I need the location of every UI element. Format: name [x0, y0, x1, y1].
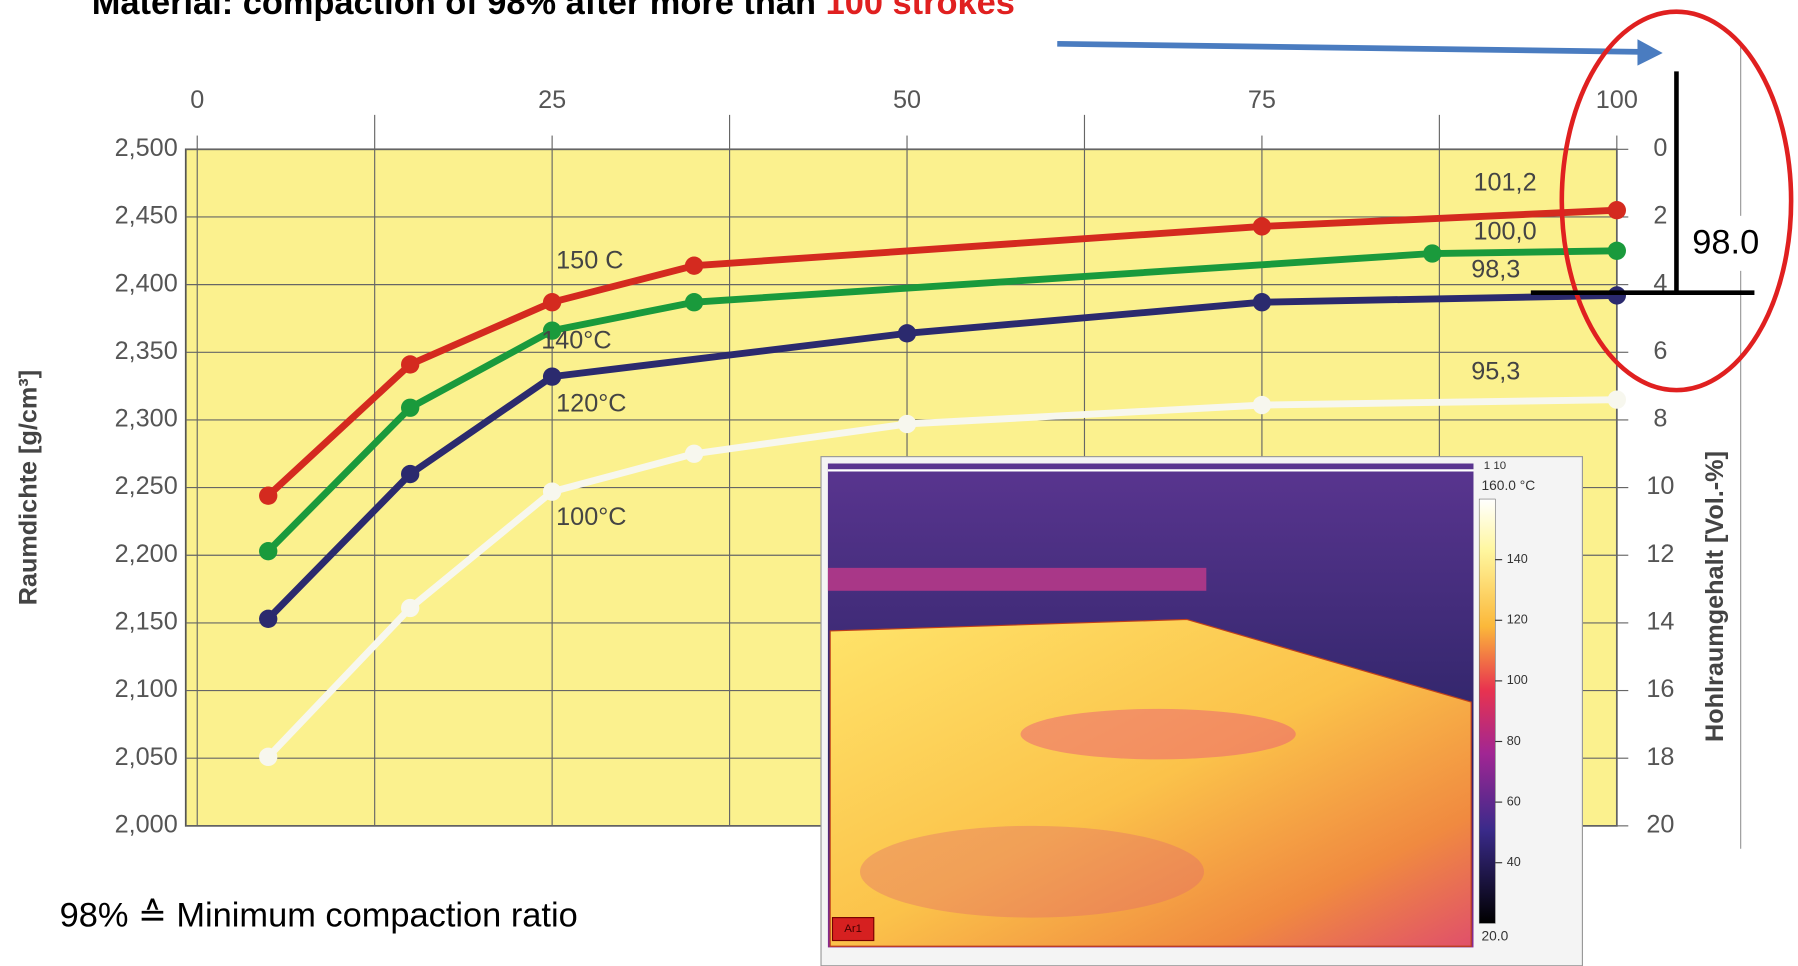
marker-label: 98.0 [1692, 224, 1759, 262]
data-point [259, 542, 278, 561]
x-tick-label: 0 [190, 86, 204, 114]
data-point [259, 486, 278, 505]
colorbar-min: 20.0 [1482, 929, 1509, 944]
data-point [1252, 217, 1272, 236]
footnote: 98% ≙ Minimum compaction ratio [60, 897, 578, 935]
series-line [265, 292, 1617, 622]
marker-box [1681, 215, 1771, 271]
area-box [831, 917, 875, 942]
colorbar-tick-label: 80 [1507, 734, 1521, 748]
x-tick-label: 75 [1248, 86, 1276, 114]
colorbar-tick-label: 140 [1507, 552, 1528, 566]
y2-tick-label: 12 [1646, 540, 1674, 568]
x-tick-label: 100 [1596, 86, 1638, 114]
data-point [684, 293, 704, 312]
data-point [1252, 395, 1272, 415]
image-spot [1020, 708, 1296, 760]
data-point [542, 321, 562, 340]
x-tick-label: 25 [538, 86, 566, 114]
data-point [1252, 293, 1272, 312]
colorbar-labels: 160.0 °C 20.0 140 120 100 80 60 40 [1482, 478, 1536, 944]
image-spot [860, 825, 1205, 918]
y-tick-label: 2,500 [115, 134, 178, 162]
y2-tick-label: 8 [1653, 405, 1667, 433]
y2-tick-label: 14 [1646, 608, 1674, 636]
thermal-image: Ar1 1 10 [820, 456, 1583, 966]
y2-tick-label: 20 [1646, 811, 1674, 839]
series-label: 100°C [556, 503, 626, 531]
data-point [684, 444, 704, 463]
arrow-head [1637, 39, 1663, 66]
y2-tick-label: 2 [1653, 202, 1667, 230]
data-point [897, 324, 917, 343]
data-point [259, 609, 278, 629]
title-text: Material: compaction of 98% after more t… [92, 0, 816, 22]
area-label: Ar1 [844, 923, 862, 935]
highlight-ellipse [1559, 9, 1794, 393]
colorbar-max: 160.0 °C [1482, 478, 1536, 493]
data-point [400, 598, 420, 618]
data-point [1607, 241, 1626, 260]
data-point [542, 367, 562, 386]
y-axis-title: Raumdichte [g/cm³] [14, 370, 42, 605]
y-tick-label: 2,200 [115, 540, 178, 568]
data-point [400, 464, 420, 484]
y2-tick-label: 6 [1653, 337, 1667, 365]
y2-tick-label: 18 [1646, 743, 1674, 771]
y-tick-label: 2,050 [115, 743, 178, 771]
y-tick-label: 2,450 [115, 202, 178, 230]
y-tick-label: 2,350 [115, 337, 178, 365]
data-point [1423, 244, 1442, 263]
data-point [542, 293, 562, 312]
series-label: 120°C [556, 390, 626, 418]
image-band [827, 567, 1207, 591]
y-tick-label: 2,100 [115, 675, 178, 703]
y-tick-label: 2,300 [115, 405, 178, 433]
y-tick-label: 2,400 [115, 269, 178, 297]
data-point [1607, 390, 1626, 409]
data-point [897, 414, 917, 434]
y-tick-label: 2,000 [115, 811, 178, 839]
data-point [1607, 201, 1626, 220]
data-point [1607, 286, 1626, 305]
data-point [684, 256, 704, 275]
series-end-label: 100,0 [1473, 218, 1536, 246]
title-highlight: 100 strokes [826, 0, 1015, 22]
series-end-label: 95,3 [1471, 358, 1520, 386]
y2-tick-label: 0 [1653, 134, 1667, 162]
arrow-shaft [1057, 40, 1643, 55]
colorbar-tick-label: 40 [1507, 855, 1521, 869]
x-tick-label: 50 [893, 86, 921, 114]
colorbar [1478, 498, 1496, 924]
y2-tick-label: 4 [1653, 269, 1667, 297]
colorbar-tick-label: 100 [1507, 673, 1528, 687]
colorbar-tick-label: 60 [1507, 794, 1521, 808]
data-point [400, 398, 420, 417]
y2-tick-label: 10 [1646, 472, 1674, 500]
y2-axis-title: Hohlraumgehalt [Vol.-%] [1701, 451, 1729, 742]
data-point [542, 482, 562, 501]
series-end-label: 101,2 [1473, 168, 1536, 196]
series-label: 150 C [556, 246, 623, 274]
y-tick-label: 2,250 [115, 472, 178, 500]
series-line [265, 247, 1617, 554]
data-point [400, 355, 420, 374]
series-end-label: 98,3 [1471, 256, 1520, 284]
y-tick-label: 2,150 [115, 608, 178, 636]
corner-label: 1 10 [1484, 460, 1506, 472]
image-surface [829, 618, 1472, 947]
series-line [265, 206, 1617, 499]
colorbar-tick-label: 120 [1507, 613, 1528, 627]
y2-tick-label: 16 [1646, 675, 1674, 703]
data-point [259, 747, 278, 767]
series-label: 140°C [541, 327, 611, 355]
slide-title: Material: compaction of 98% after more t… [92, 0, 1015, 22]
